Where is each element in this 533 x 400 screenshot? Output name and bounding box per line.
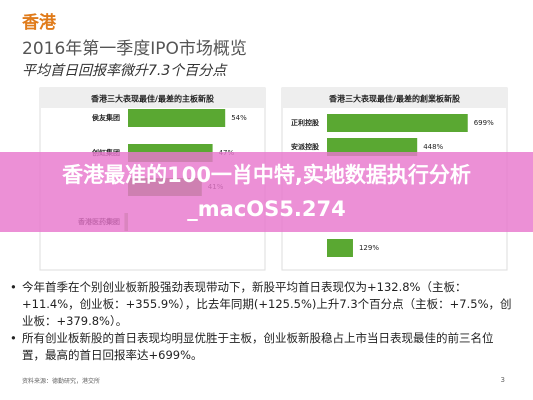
banner: 香港最准的100一肖中特,实地数据执行分析_macOS5.274 bbox=[0, 152, 533, 232]
chart-title: 香港三大表现最佳/最差的主板新股 bbox=[90, 94, 214, 104]
page-number: 3 bbox=[500, 376, 505, 384]
category-label: 安派控股 bbox=[291, 142, 320, 151]
value-label: 54% bbox=[231, 114, 247, 122]
value-label: 129% bbox=[359, 244, 379, 252]
source: 资料来源：德勤研究，港交所 bbox=[22, 378, 101, 385]
charts: 香港三大表现最佳/最差的主板新股侯友集团54%创虹集团47%41%香港医药集团-… bbox=[39, 87, 508, 271]
bar bbox=[327, 114, 468, 132]
bullet: 今年首季在个别创业板新股强劲表现带动下，新股平均首日表现仅为+132.8%（主板… bbox=[10, 279, 512, 330]
value-label: 699% bbox=[474, 119, 494, 127]
value-label: 448% bbox=[423, 143, 443, 151]
bar bbox=[128, 109, 226, 127]
panel-header bbox=[40, 88, 265, 108]
title: 2016年第一季度IPO市场概览 bbox=[22, 39, 247, 59]
category-label: 侯友集团 bbox=[92, 113, 120, 122]
region: 香港 bbox=[22, 13, 56, 33]
bar bbox=[327, 239, 353, 257]
panel-header bbox=[282, 88, 507, 108]
chart-title: 香港三大表现最佳/最差的創業板新股 bbox=[328, 94, 460, 104]
bullet: 所有创业板新股的首日表现均明显优胜于主板，创业板新股稳占上市当日表现最佳的前三名… bbox=[10, 330, 512, 364]
subtitle: 平均首日回报率微升7.3个百分点 bbox=[22, 63, 227, 79]
bar bbox=[327, 138, 418, 156]
category-label: 正利控股 bbox=[291, 118, 320, 127]
